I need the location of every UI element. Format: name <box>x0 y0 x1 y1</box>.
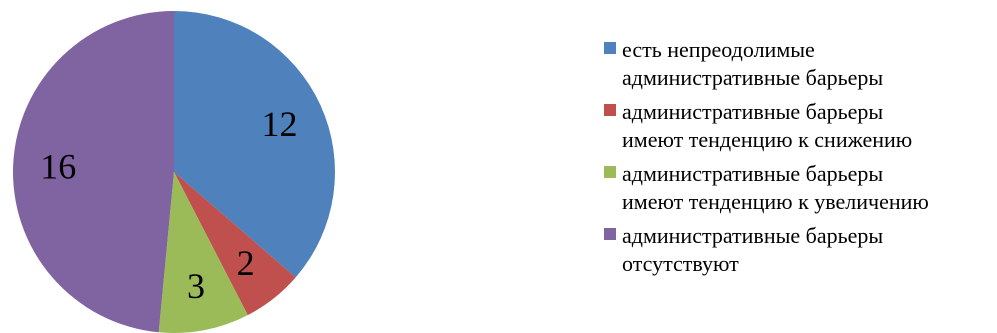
pie-slice-1 <box>174 11 336 278</box>
legend-item: есть непреодолимые административные барь… <box>604 37 994 100</box>
legend-item: административные барьеры отсутствуют <box>604 223 994 286</box>
legend-label: есть непреодолимые административные барь… <box>622 37 884 90</box>
pie-data-label: 16 <box>40 146 76 186</box>
legend-label: административные барьеры имеют тенденцию… <box>622 99 913 152</box>
legend-swatch <box>604 228 616 240</box>
legend: есть непреодолимые административные барь… <box>604 37 994 286</box>
legend-label: административные барьеры отсутствуют <box>622 223 884 276</box>
pie-slice-4 <box>13 11 174 333</box>
legend-swatch <box>604 104 616 116</box>
legend-swatch <box>604 42 616 54</box>
pie-slices <box>13 11 336 333</box>
pie-data-label: 2 <box>237 243 255 283</box>
legend-swatch <box>604 166 616 178</box>
pie-slice-3 <box>158 172 248 333</box>
pie-data-labels: 12 23 16 <box>40 104 297 306</box>
legend-item: административные барьеры имеют тенденцию… <box>604 161 994 224</box>
legend-label: административные барьеры имеют тенденцию… <box>622 161 929 214</box>
pie-data-label: 3 <box>187 266 205 306</box>
pie-data-label: 12 <box>261 104 297 144</box>
pie-slice-2 <box>174 172 296 316</box>
legend-item: административные барьеры имеют тенденцию… <box>604 99 994 162</box>
